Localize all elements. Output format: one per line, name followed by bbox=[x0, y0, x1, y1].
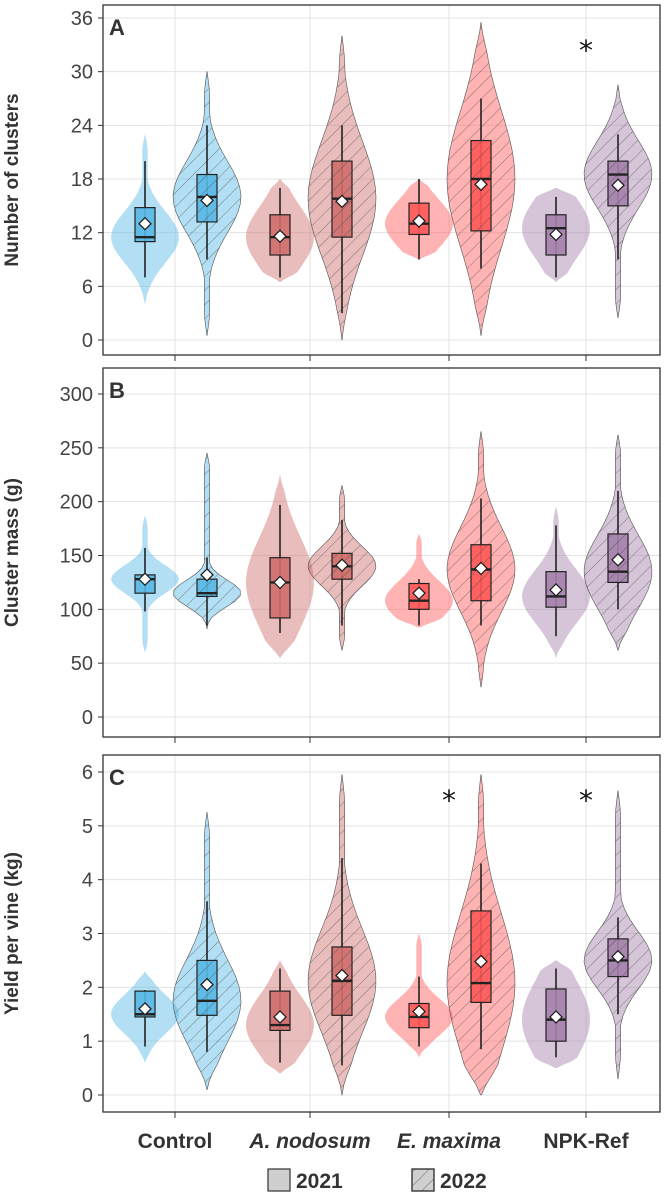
panel-letter: A bbox=[109, 15, 125, 40]
mean-marker-npk-ref-2021 bbox=[549, 1010, 563, 1024]
y-tick-label: 12 bbox=[71, 223, 93, 245]
mean-marker-npk-ref-2022 bbox=[611, 552, 625, 567]
significance-marker-e-maxima: * bbox=[442, 784, 456, 817]
panel-letter: C bbox=[109, 765, 125, 790]
mean-marker-npk-ref-2022 bbox=[611, 949, 625, 964]
x-axis-categories: Control A. nodosum E. maxima NPK-Ref bbox=[138, 1130, 630, 1153]
legend-label-2022: 2022 bbox=[440, 1170, 487, 1193]
mean-marker-e-maxima-2021 bbox=[412, 586, 426, 601]
panel-frame bbox=[102, 4, 661, 356]
panel-frame bbox=[102, 754, 661, 1113]
mean-marker-control-2021 bbox=[138, 216, 152, 231]
panel-letter: B bbox=[109, 378, 125, 403]
y-tick-label: 36 bbox=[71, 8, 93, 30]
mean-marker-a-nodosum-2021 bbox=[273, 229, 287, 244]
y-tick-label: 50 bbox=[71, 653, 93, 675]
mean-marker-a-nodosum-2022 bbox=[335, 194, 349, 209]
mean-marker-npk-ref-2021 bbox=[549, 583, 563, 597]
mean-marker-a-nodosum-2021 bbox=[273, 575, 287, 590]
violin-control-2022-hatch bbox=[173, 453, 241, 629]
mean-marker-control-2021 bbox=[138, 572, 152, 587]
x-tick-label-a-nodosum: A. nodosum bbox=[248, 1130, 370, 1153]
mean-marker-npk-ref-2022 bbox=[611, 178, 625, 193]
y-tick-label: 6 bbox=[82, 276, 93, 298]
y-axis-label: Yield per vine (kg) bbox=[2, 852, 23, 1015]
legend-swatch-2021 bbox=[267, 1168, 291, 1192]
y-axis-label: Cluster mass (g) bbox=[2, 478, 23, 627]
y-tick-label: 4 bbox=[82, 870, 93, 892]
x-tick-label-e-maxima: E. maxima bbox=[397, 1130, 501, 1153]
panel-c: 0 1 2 3 4 5 6 Yield per vine (kg) C * * bbox=[2, 754, 661, 1118]
legend-swatch-2022-hatch bbox=[411, 1168, 435, 1192]
y-tick-label: 30 bbox=[71, 62, 93, 84]
y-tick-label: 200 bbox=[60, 492, 93, 514]
y-tick-label: 100 bbox=[60, 599, 93, 621]
y-tick-label: 2 bbox=[82, 977, 93, 999]
y-tick-label: 6 bbox=[82, 762, 93, 784]
mean-marker-npk-ref-2021 bbox=[549, 227, 563, 242]
significance-marker-npk-ref: * bbox=[579, 784, 593, 817]
mean-marker-control-2022 bbox=[200, 977, 214, 992]
significance-marker-npk-ref: * bbox=[579, 34, 593, 67]
y-tick-label: 300 bbox=[60, 384, 93, 406]
mean-marker-control-2021 bbox=[138, 1001, 152, 1016]
legend: 2021 2022 bbox=[267, 1168, 487, 1193]
panel-a: 0 6 12 18 24 30 36 Number of clusters A * bbox=[2, 4, 661, 361]
y-tick-label: 0 bbox=[82, 330, 93, 352]
mean-marker-e-maxima-2021 bbox=[412, 1004, 426, 1019]
y-tick-label: 18 bbox=[71, 169, 93, 191]
mean-marker-control-2022 bbox=[200, 193, 214, 208]
y-tick-label: 1 bbox=[82, 1031, 93, 1053]
mean-marker-a-nodosum-2022 bbox=[335, 558, 349, 573]
y-tick-label: 150 bbox=[60, 546, 93, 568]
mean-marker-e-maxima-2022 bbox=[474, 561, 488, 576]
y-tick-label: 250 bbox=[60, 438, 93, 460]
mean-marker-e-maxima-2022 bbox=[474, 954, 488, 969]
mean-marker-control-2022 bbox=[200, 567, 214, 582]
panel-frame bbox=[102, 367, 661, 738]
mean-marker-a-nodosum-2022 bbox=[335, 968, 349, 983]
mean-marker-e-maxima-2022 bbox=[474, 177, 488, 192]
y-tick-label: 3 bbox=[82, 924, 93, 946]
mean-marker-a-nodosum-2021 bbox=[273, 1010, 287, 1024]
x-tick-label-control: Control bbox=[138, 1130, 213, 1153]
y-tick-label: 24 bbox=[71, 115, 93, 137]
y-tick-label: 0 bbox=[82, 1085, 93, 1107]
panel-background bbox=[103, 368, 660, 737]
panel-b: 0 50 100 150 200 250 300 Cluster mass (g) B bbox=[2, 367, 661, 743]
x-tick-label-npk-ref: NPK-Ref bbox=[543, 1130, 629, 1153]
mean-marker-e-maxima-2021 bbox=[412, 214, 426, 228]
y-tick-label: 5 bbox=[82, 816, 93, 838]
legend-label-2021: 2021 bbox=[296, 1170, 343, 1193]
y-tick-label: 0 bbox=[82, 707, 93, 729]
y-axis-label: Number of clusters bbox=[2, 93, 23, 266]
